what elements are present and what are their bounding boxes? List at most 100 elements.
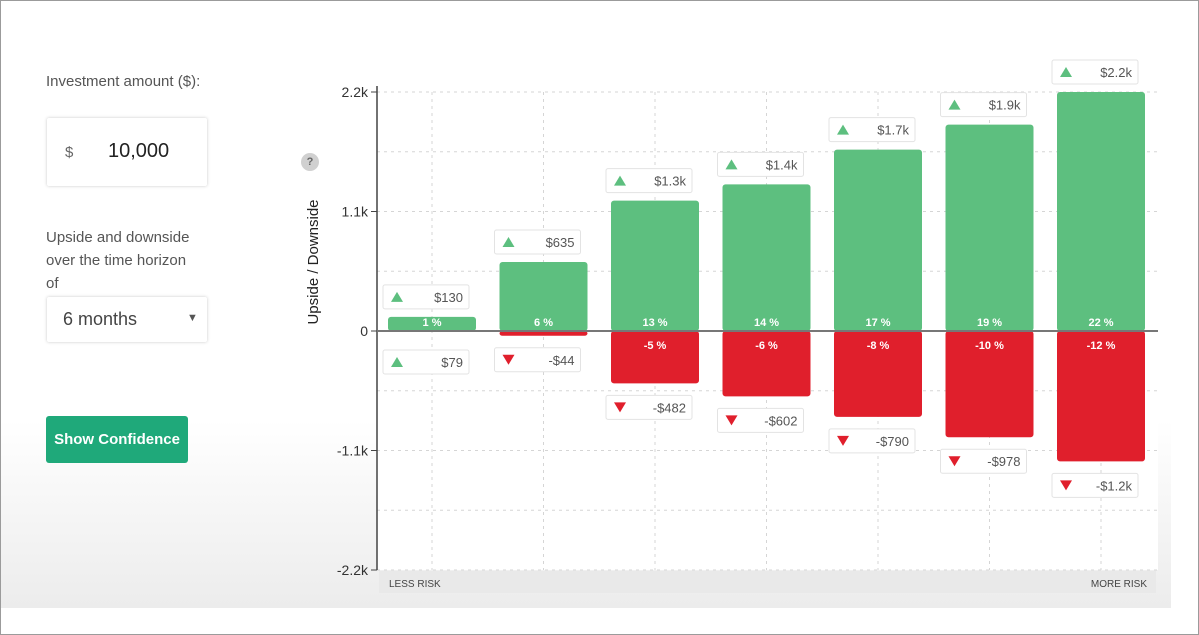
time-horizon-value: 6 months: [63, 309, 138, 329]
chevron-down-icon: ▼: [187, 312, 198, 324]
show-confidence-button[interactable]: Show Confidence: [46, 416, 188, 463]
y-tick-label: -2.2k: [337, 562, 369, 578]
downside-bar: [499, 331, 588, 336]
upside-bar: [722, 184, 811, 331]
upside-percent-label: 19 %: [977, 317, 1002, 329]
upside-percent-label: 14 %: [754, 317, 779, 329]
up-triangle-icon: [725, 159, 738, 170]
upside-value: $2.2k: [1051, 59, 1139, 85]
downside-percent-label: -6 %: [755, 340, 778, 352]
value-label-box: [940, 448, 1027, 474]
investment-amount-label: Investment amount ($):: [46, 73, 201, 90]
value-label-box: [382, 284, 470, 310]
upside-bar: [499, 262, 588, 331]
value-label: $1.7k: [877, 123, 909, 138]
downside-percent-label: -8 %: [867, 340, 890, 352]
value-label: $1.3k: [654, 174, 686, 189]
value-label: $2.2k: [1100, 65, 1132, 80]
value-label-box: [605, 168, 693, 194]
value-label-box: [717, 407, 804, 433]
downside-bar: [945, 331, 1034, 438]
upside-value: $130: [382, 284, 470, 310]
downside-bar: [834, 331, 922, 417]
downside-bar: [1057, 331, 1145, 462]
value-label: $1.4k: [766, 157, 798, 172]
upside-percent-label: 1 %: [423, 317, 442, 329]
value-label: -$602: [764, 413, 797, 428]
down-triangle-icon: [948, 456, 961, 467]
up-triangle-icon: [1060, 67, 1072, 77]
up-triangle-icon: [391, 291, 403, 302]
value-label-box: [1051, 472, 1139, 498]
more-risk-label: MORE RISK: [1091, 579, 1147, 590]
downside-value: -$602: [717, 407, 804, 433]
upside-value: $1.7k: [828, 117, 916, 143]
downside-value: -$1.2k: [1051, 472, 1139, 498]
upside-value: $1.4k: [717, 151, 804, 177]
downside-percent-label: -10 %: [975, 340, 1004, 352]
value-label: $130: [434, 290, 463, 305]
down-triangle-icon: [725, 415, 738, 426]
value-label: -$1.2k: [1096, 478, 1133, 493]
upside-bar: [1057, 92, 1145, 331]
upside-value: $1.3k: [605, 168, 693, 194]
upside-value: $635: [494, 229, 581, 255]
y-axis-label: Upside / Downside: [305, 199, 322, 324]
value-label: $79: [441, 355, 463, 370]
value-label: -$482: [653, 400, 686, 415]
upside-bar: [611, 200, 699, 331]
up-triangle-icon: [614, 175, 626, 186]
up-triangle-icon: [948, 99, 961, 110]
value-label-box: [605, 394, 693, 420]
down-triangle-icon: [614, 402, 626, 413]
downside-value: -$44: [494, 347, 581, 373]
upside-percent-label: 17 %: [865, 317, 890, 329]
value-label: -$978: [987, 454, 1020, 469]
upside-percent-label: 6 %: [534, 317, 553, 329]
value-label-box: [940, 92, 1027, 118]
value-label-box: [494, 229, 581, 255]
downside-value: $79: [382, 349, 470, 375]
risk-scale-bar: [379, 571, 1156, 593]
value-label-box: [717, 151, 804, 177]
y-tick-label: 0: [360, 323, 368, 339]
value-label-box: [1051, 59, 1139, 85]
downside-percent-label: -12 %: [1087, 340, 1116, 352]
value-label: -$790: [876, 434, 909, 449]
bottom-margin: [1, 608, 1197, 633]
upside-bar: [945, 124, 1034, 331]
time-horizon-label: Upside and downside over the time horizo…: [46, 229, 190, 292]
down-triangle-icon: [502, 354, 515, 365]
value-label-box: [828, 117, 916, 143]
y-tick-label: 1.1k: [342, 204, 369, 220]
upside-bar: [388, 316, 476, 331]
downside-value: -$482: [605, 394, 693, 420]
investment-amount-field[interactable]: $ 10,000: [47, 118, 207, 186]
upside-value: $1.9k: [940, 92, 1027, 118]
y-tick-label: 2.2k: [342, 84, 369, 100]
value-label-box: [494, 347, 581, 373]
downside-value: -$790: [828, 428, 916, 454]
up-triangle-icon: [502, 237, 515, 248]
upside-percent-label: 13 %: [642, 317, 667, 329]
downside-value: -$978: [940, 448, 1027, 474]
help-icon[interactable]: ?: [301, 153, 319, 171]
upside-bar: [834, 149, 922, 331]
up-triangle-icon: [837, 124, 849, 135]
downside-percent-label: -5 %: [644, 340, 667, 352]
up-triangle-icon: [391, 357, 403, 367]
down-triangle-icon: [837, 435, 849, 446]
right-margin: [1172, 1, 1198, 633]
value-label: $635: [546, 235, 575, 250]
time-horizon-select[interactable]: 6 months ▼: [47, 297, 207, 342]
downside-bar: [611, 331, 699, 384]
investment-amount-value[interactable]: 10,000: [108, 140, 170, 162]
value-label: -$44: [548, 353, 574, 368]
value-label-box: [828, 428, 916, 454]
downside-bar: [722, 331, 811, 397]
upside-percent-label: 22 %: [1088, 317, 1113, 329]
less-risk-label: LESS RISK: [389, 579, 441, 590]
value-label-box: [382, 349, 470, 375]
currency-symbol: $: [65, 144, 74, 161]
